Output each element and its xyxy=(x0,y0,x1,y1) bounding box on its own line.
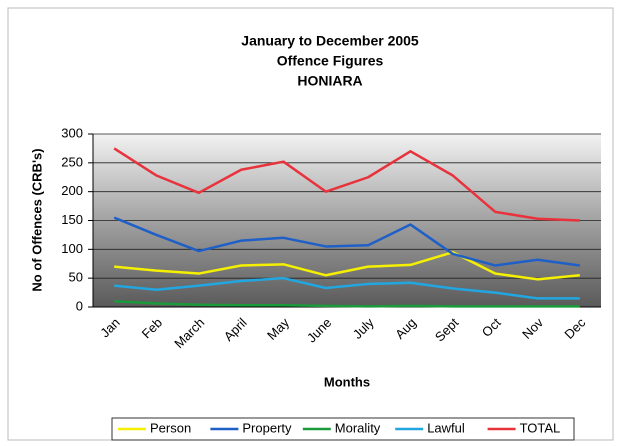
y-tick-label: 100 xyxy=(61,241,83,256)
legend-box xyxy=(111,417,575,441)
series-line xyxy=(113,216,581,267)
series-line xyxy=(114,299,580,308)
y-tick-label: 250 xyxy=(61,154,83,169)
x-axis-title: Months xyxy=(324,374,370,389)
chart-title: Offence Figures xyxy=(277,53,384,69)
y-tick-label: 0 xyxy=(76,298,83,313)
legend-label: Person xyxy=(150,420,191,435)
legend-label: Property xyxy=(242,420,292,435)
series-line xyxy=(114,250,580,281)
y-tick-label: 150 xyxy=(61,212,83,227)
legend-label: Morality xyxy=(335,420,381,435)
series-line xyxy=(113,147,580,222)
y-axis-title: No of Offences (CRB's) xyxy=(29,148,44,291)
legend-label: Lawful xyxy=(427,420,465,435)
chart-title: January to December 2005 xyxy=(241,33,419,49)
series-line xyxy=(114,276,580,300)
y-tick-label: 50 xyxy=(69,270,83,285)
y-tick-label: 300 xyxy=(61,125,83,140)
chart-title: HONIARA xyxy=(297,73,362,89)
legend-label: TOTAL xyxy=(520,420,561,435)
y-tick-label: 200 xyxy=(61,183,83,198)
